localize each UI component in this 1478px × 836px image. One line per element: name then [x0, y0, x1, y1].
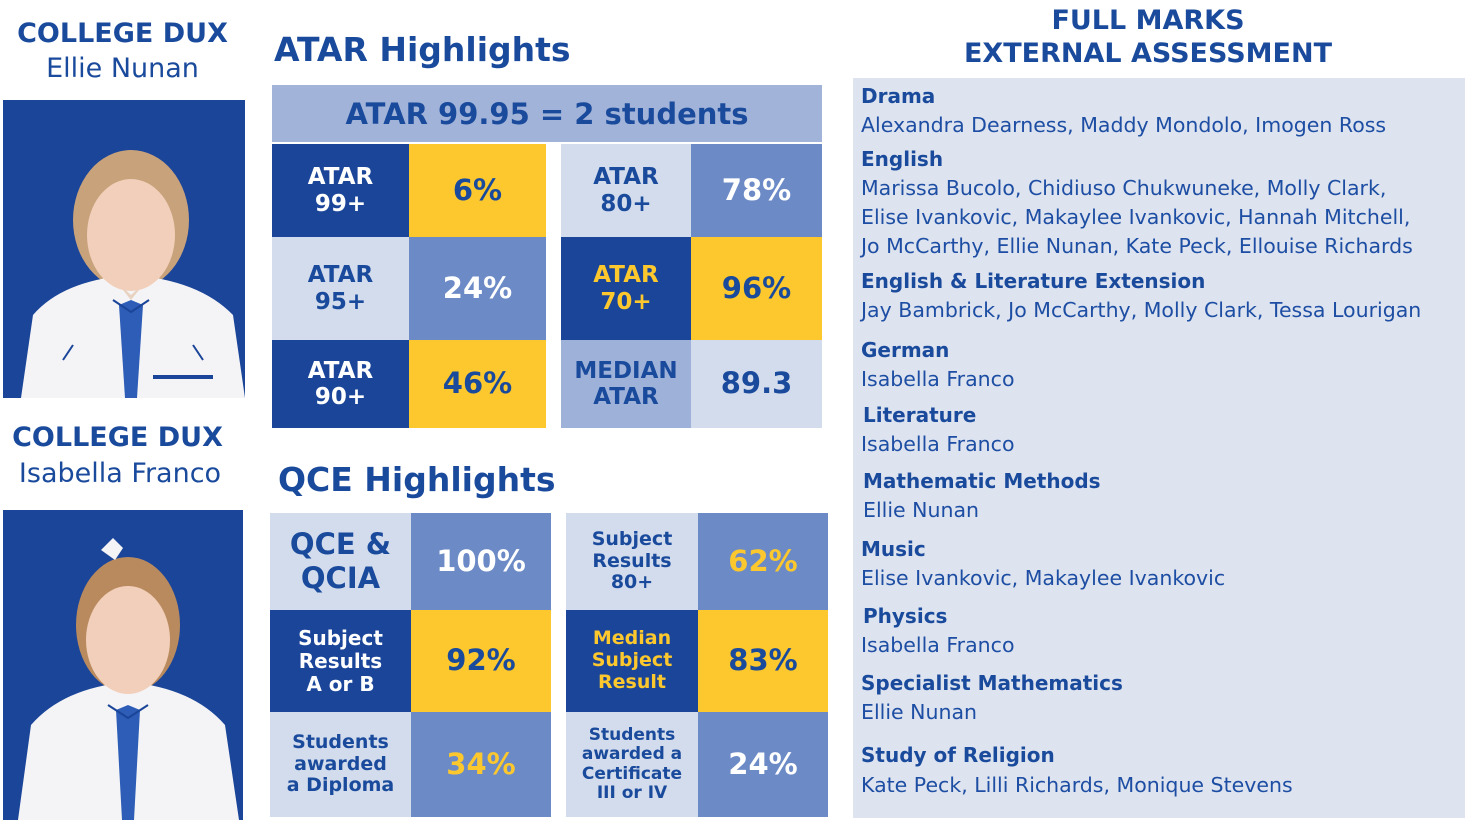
subject-physics: Physics	[863, 604, 948, 628]
certificate-value: 24%	[698, 712, 828, 817]
subject-names: Alexandra Dearness, Maddy Mondolo, Imoge…	[861, 113, 1387, 137]
subject-results-ab-value: 92%	[411, 610, 551, 712]
subject-names: Marissa Bucolo, Chidiuso Chukwuneke, Mol…	[861, 176, 1413, 258]
dux-name-2: Isabella Franco	[18, 458, 222, 489]
subject-names: Jay Bambrick, Jo McCarthy, Molly Clark, …	[861, 298, 1422, 322]
qce-qcia-value: 100%	[411, 513, 551, 610]
student-portrait-1	[3, 100, 245, 398]
subject-english: English	[861, 147, 944, 171]
subject-study-of-religion: Study of Religion	[861, 743, 1055, 767]
full-marks-title: FULL MARKS EXTERNAL ASSESSMENT	[963, 5, 1333, 69]
subject-results-80-value: 62%	[698, 513, 828, 610]
median-subject-result-label: Median Subject Result	[566, 610, 698, 712]
full-marks-panel	[853, 78, 1465, 818]
subject-names: Kate Peck, Lilli Richards, Monique Steve…	[861, 773, 1293, 797]
subject-german: German	[861, 338, 950, 362]
subject-results-80-label: Subject Results 80+	[566, 513, 698, 610]
atar-banner: ATAR 99.95 = 2 students	[272, 85, 822, 142]
subject-names: Elise Ivankovic, Makaylee Ivankovic	[861, 566, 1226, 590]
subject-names: Ellie Nunan	[861, 700, 978, 724]
atar-99-value: 6%	[409, 144, 546, 237]
atar-90-label: ATAR 90+	[272, 340, 409, 428]
atar-highlights-title: ATAR Highlights	[274, 30, 571, 69]
subject-names: Isabella Franco	[861, 432, 1015, 456]
median-atar-value: 89.3	[691, 340, 822, 428]
certificate-label: Students awarded a Certificate III or IV	[566, 712, 698, 817]
subject-music: Music	[861, 537, 926, 561]
dux-heading-2: COLLEGE DUX	[12, 422, 223, 453]
subject-drama: Drama	[861, 84, 936, 108]
qce-qcia-label: QCE & QCIA	[270, 513, 411, 610]
subject-english-literature-extension: English & Literature Extension	[861, 269, 1206, 293]
atar-70-label: ATAR 70+	[561, 237, 691, 340]
dux-heading-1: COLLEGE DUX	[17, 18, 228, 49]
median-atar-label: MEDIAN ATAR	[561, 340, 691, 428]
subject-results-ab-label: Subject Results A or B	[270, 610, 411, 712]
atar-95-label: ATAR 95+	[272, 237, 409, 340]
subject-names: Ellie Nunan	[863, 498, 980, 522]
atar-95-value: 24%	[409, 237, 546, 340]
student-portrait-2	[3, 510, 243, 820]
subject-mathematic-methods: Mathematic Methods	[863, 469, 1101, 493]
dux-name-1: Ellie Nunan	[46, 53, 199, 84]
subject-names: Isabella Franco	[861, 367, 1015, 391]
median-subject-result-value: 83%	[698, 610, 828, 712]
atar-70-value: 96%	[691, 237, 822, 340]
atar-99-label: ATAR 99+	[272, 144, 409, 237]
qce-highlights-title: QCE Highlights	[278, 460, 556, 499]
atar-90-value: 46%	[409, 340, 546, 428]
subject-names: Isabella Franco	[861, 633, 1015, 657]
subject-literature: Literature	[863, 403, 977, 427]
diploma-value: 34%	[411, 712, 551, 817]
diploma-label: Students awarded a Diploma	[270, 712, 411, 817]
atar-80-value: 78%	[691, 144, 822, 237]
atar-80-label: ATAR 80+	[561, 144, 691, 237]
subject-specialist-mathematics: Specialist Mathematics	[861, 671, 1123, 695]
